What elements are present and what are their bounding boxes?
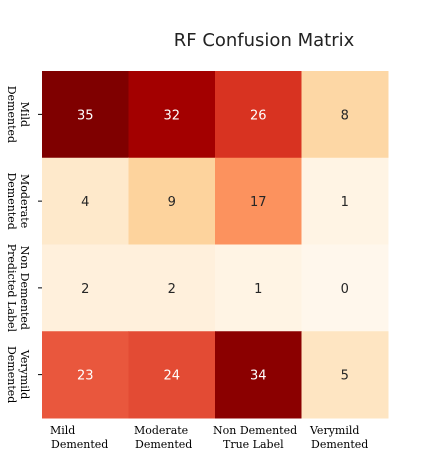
cell-value-label: 8 — [341, 108, 349, 123]
heatmap-cell — [42, 157, 129, 245]
cell-value-label: 35 — [77, 108, 94, 123]
cell-value-label: 2 — [81, 282, 89, 297]
heatmap-cell — [215, 331, 302, 419]
heatmap-cell — [301, 244, 389, 332]
cell-value-label: 2 — [168, 282, 176, 297]
heatmap-cell — [215, 244, 302, 332]
cell-value-label: 17 — [250, 195, 267, 210]
cell-value-label: 23 — [77, 369, 94, 384]
heatmap-cell — [215, 157, 302, 245]
cell-value-label: 0 — [341, 282, 349, 297]
cell-value-label: 4 — [81, 195, 89, 210]
heatmap-cell — [42, 244, 129, 332]
y-tick-label: Non DementedPredicted Label — [5, 244, 31, 333]
heatmap-cell — [128, 157, 216, 245]
heatmap-cell — [301, 157, 389, 245]
y-tick-label: VerymildDemented — [5, 346, 31, 403]
cell-value-label: 1 — [341, 195, 349, 210]
cell-value-label: 9 — [168, 195, 176, 210]
cell-value-label: 32 — [163, 108, 180, 123]
x-tick-label: Verymild Demented — [309, 424, 368, 451]
heatmap-cell — [128, 244, 216, 332]
heatmap-cell — [301, 71, 389, 159]
y-tick-labels: MildDemented ModerateDemented Non Demented… — [5, 86, 42, 403]
chart-title: RF Confusion Matrix — [174, 30, 355, 51]
y-tick-label: ModerateDemented — [5, 172, 31, 229]
x-tick-label: Non Demented True Label — [213, 424, 297, 451]
x-tick-labels: Mild Demented Moderate Demented Non Demented… — [50, 424, 368, 451]
y-tick-label: MildDemented — [5, 86, 31, 143]
cell-value-label: 1 — [254, 282, 262, 297]
heatmap-cell — [42, 71, 129, 159]
x-tick-label: Moderate Demented — [134, 424, 192, 451]
heatmap-cells: 35 32 26 8 4 9 17 1 2 2 1 0 23 24 34 5 — [42, 71, 389, 419]
heatmap-cell — [301, 331, 389, 419]
cell-value-label: 5 — [341, 369, 349, 384]
heatmap-cell — [42, 331, 129, 419]
cell-value-label: 26 — [250, 108, 267, 123]
heatmap-cell — [128, 331, 216, 419]
cell-value-label: 24 — [163, 369, 180, 384]
x-tick-label: Mild Demented — [50, 424, 108, 451]
heatmap-cell — [215, 71, 302, 159]
cell-value-label: 34 — [250, 369, 267, 384]
heatmap-cell — [128, 71, 216, 159]
